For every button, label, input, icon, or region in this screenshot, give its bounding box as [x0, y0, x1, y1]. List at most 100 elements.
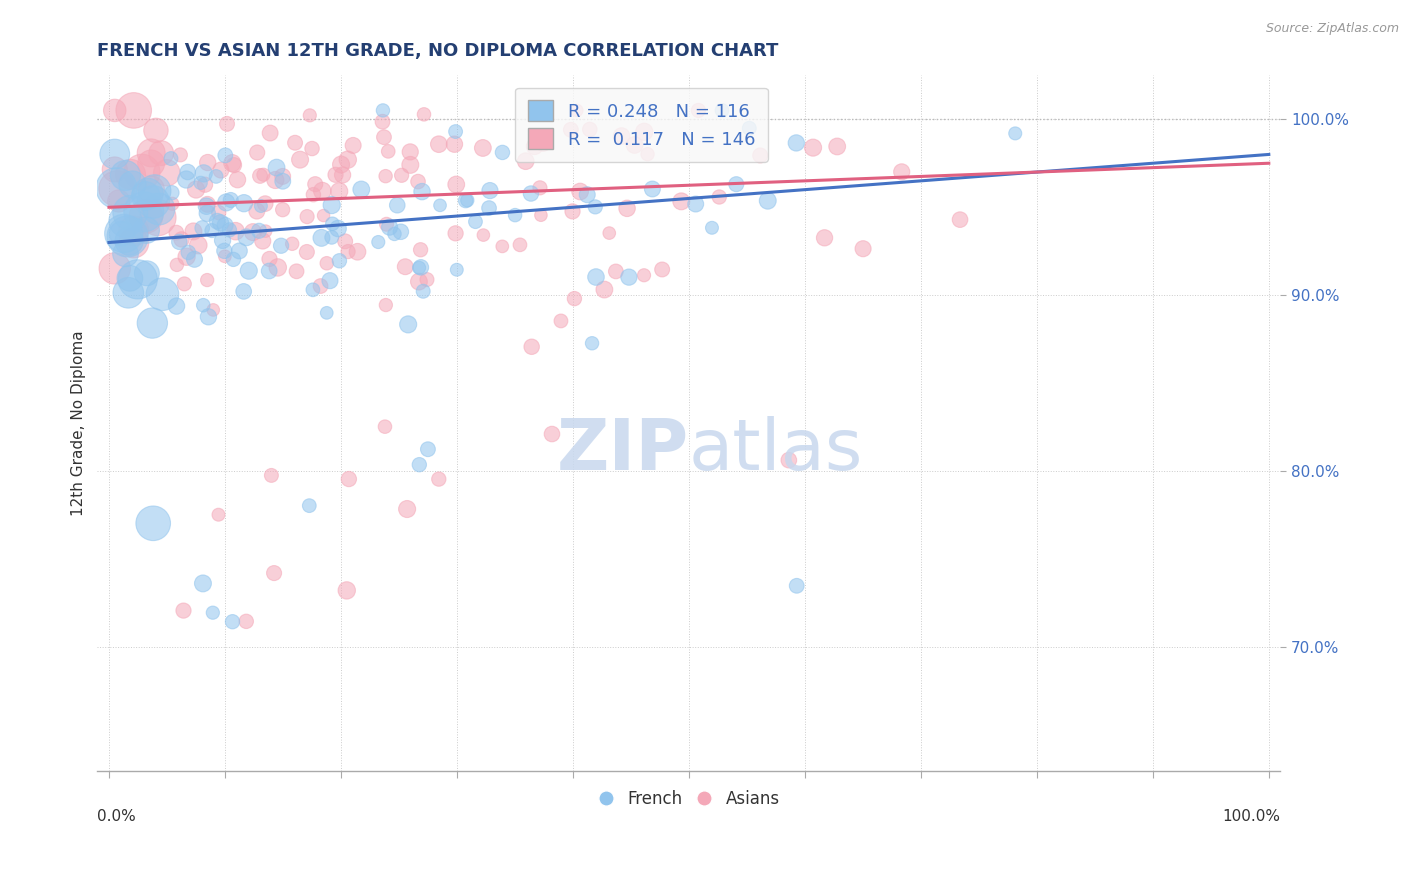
- Point: [214, 249, 236, 263]
- Point: [252, 168, 274, 182]
- Point: [311, 231, 333, 245]
- Point: [443, 137, 465, 152]
- Y-axis label: 12th Grade, No Diploma: 12th Grade, No Diploma: [72, 330, 86, 516]
- Point: [444, 178, 467, 192]
- Point: [118, 271, 141, 285]
- Point: [394, 260, 416, 274]
- Point: [143, 184, 166, 198]
- Point: [145, 123, 167, 137]
- Point: [309, 279, 332, 293]
- Point: [778, 453, 800, 467]
- Point: [202, 302, 225, 317]
- Point: [131, 165, 153, 179]
- Point: [641, 182, 664, 196]
- Point: [550, 314, 572, 328]
- Point: [530, 208, 553, 222]
- Point: [585, 270, 607, 285]
- Point: [132, 204, 155, 219]
- Point: [315, 306, 337, 320]
- Point: [399, 145, 422, 159]
- Point: [259, 252, 281, 266]
- Point: [598, 226, 620, 240]
- Point: [503, 208, 526, 222]
- Point: [184, 183, 207, 197]
- Point: [315, 256, 337, 270]
- Point: [105, 181, 128, 195]
- Point: [326, 221, 349, 235]
- Point: [266, 161, 288, 175]
- Point: [515, 154, 537, 169]
- Point: [104, 147, 127, 161]
- Legend: French, Asians: French, Asians: [591, 783, 787, 814]
- Point: [311, 184, 333, 198]
- Point: [569, 185, 592, 199]
- Point: [633, 268, 655, 283]
- Point: [541, 427, 564, 442]
- Point: [215, 117, 238, 131]
- Point: [319, 274, 342, 288]
- Point: [235, 230, 257, 244]
- Point: [173, 277, 195, 291]
- Point: [146, 211, 169, 225]
- Point: [454, 194, 477, 208]
- Point: [226, 172, 249, 186]
- Point: [183, 252, 205, 267]
- Point: [148, 202, 170, 216]
- Point: [709, 190, 731, 204]
- Point: [332, 168, 354, 182]
- Point: [214, 148, 236, 162]
- Point: [491, 145, 513, 160]
- Point: [801, 141, 824, 155]
- Point: [374, 419, 396, 434]
- Point: [222, 158, 245, 172]
- Point: [671, 194, 693, 209]
- Point: [623, 138, 645, 153]
- Point: [271, 202, 294, 217]
- Point: [301, 142, 323, 156]
- Point: [617, 270, 640, 285]
- Point: [166, 258, 188, 272]
- Point: [162, 196, 184, 211]
- Point: [281, 236, 304, 251]
- Point: [195, 199, 218, 213]
- Point: [427, 472, 450, 486]
- Point: [374, 169, 396, 183]
- Point: [520, 186, 543, 201]
- Point: [330, 157, 353, 171]
- Point: [197, 310, 219, 324]
- Point: [135, 210, 157, 224]
- Point: [295, 210, 318, 224]
- Point: [576, 187, 599, 202]
- Point: [250, 199, 273, 213]
- Point: [260, 468, 283, 483]
- Point: [749, 148, 772, 162]
- Point: [346, 244, 368, 259]
- Point: [302, 283, 325, 297]
- Point: [228, 244, 250, 258]
- Point: [852, 242, 875, 256]
- Point: [373, 130, 395, 145]
- Point: [583, 200, 606, 214]
- Point: [257, 264, 280, 278]
- Point: [110, 227, 132, 241]
- Point: [786, 579, 808, 593]
- Point: [890, 165, 912, 179]
- Point: [399, 158, 422, 172]
- Point: [225, 224, 247, 238]
- Point: [605, 264, 627, 278]
- Point: [122, 224, 145, 238]
- Point: [187, 238, 209, 252]
- Point: [700, 220, 723, 235]
- Point: [685, 197, 707, 211]
- Point: [446, 262, 468, 277]
- Point: [166, 299, 188, 313]
- Point: [304, 177, 326, 191]
- Point: [285, 264, 308, 278]
- Point: [259, 126, 281, 140]
- Point: [288, 153, 311, 167]
- Point: [520, 340, 543, 354]
- Point: [232, 285, 254, 299]
- Point: [177, 165, 200, 179]
- Point: [529, 181, 551, 195]
- Point: [222, 252, 245, 267]
